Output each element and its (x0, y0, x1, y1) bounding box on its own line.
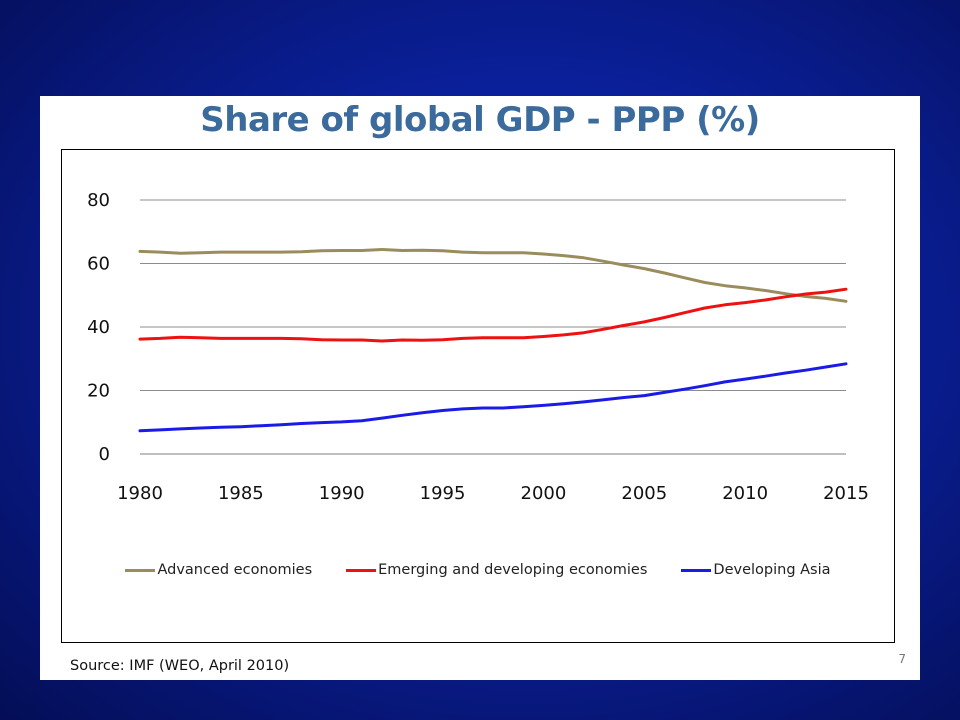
x-tick-label: 2000 (521, 483, 567, 504)
y-tick-label: 80 (87, 190, 110, 211)
legend-label: Developing Asia (713, 562, 831, 578)
legend-label: Emerging and developing economies (378, 562, 648, 578)
y-tick-label: 0 (99, 444, 110, 465)
legend-item: Developing Asia (681, 562, 831, 578)
x-tick-label: 2005 (621, 483, 667, 504)
legend-label: Advanced economies (157, 562, 313, 578)
chart-title: Share of global GDP - PPP (%) (200, 100, 760, 140)
legend-swatch (681, 568, 712, 572)
y-tick-label: 20 (87, 381, 110, 402)
page-number: 7 (898, 652, 906, 666)
source-note: Source: IMF (WEO, April 2010) (70, 658, 290, 674)
x-tick-label: 1980 (117, 483, 163, 504)
x-tick-label: 2010 (722, 483, 768, 504)
chart-frame: 0 20 40 60 80 1980 1985 1990 1995 2000 2005 2010 201… (61, 149, 895, 643)
y-tick-label: 60 (87, 254, 110, 275)
series-line-developing-asia (138, 362, 848, 433)
x-tick-label: 2015 (823, 483, 869, 504)
x-tick-label: 1990 (319, 483, 365, 504)
legend-swatch (346, 568, 377, 572)
line-chart: 0 20 40 60 80 1980 1985 1990 1995 2000 2005 2010 201… (87, 190, 869, 504)
legend-item: Advanced economies (125, 562, 312, 578)
x-tick-label: 1985 (218, 483, 264, 504)
chart-legend: Advanced economies Emerging and developin… (62, 562, 894, 578)
y-tick-label: 40 (87, 317, 110, 338)
series-line-advanced-economies (138, 248, 848, 303)
legend-swatch (125, 568, 156, 572)
legend-item: Emerging and developing economies (346, 562, 647, 578)
series-line-emerging-and-developing-economies (138, 287, 848, 343)
x-tick-label: 1995 (420, 483, 466, 504)
slide-panel: Share of global GDP - PPP (%) 0 20 40 60 80 1… (40, 96, 920, 680)
